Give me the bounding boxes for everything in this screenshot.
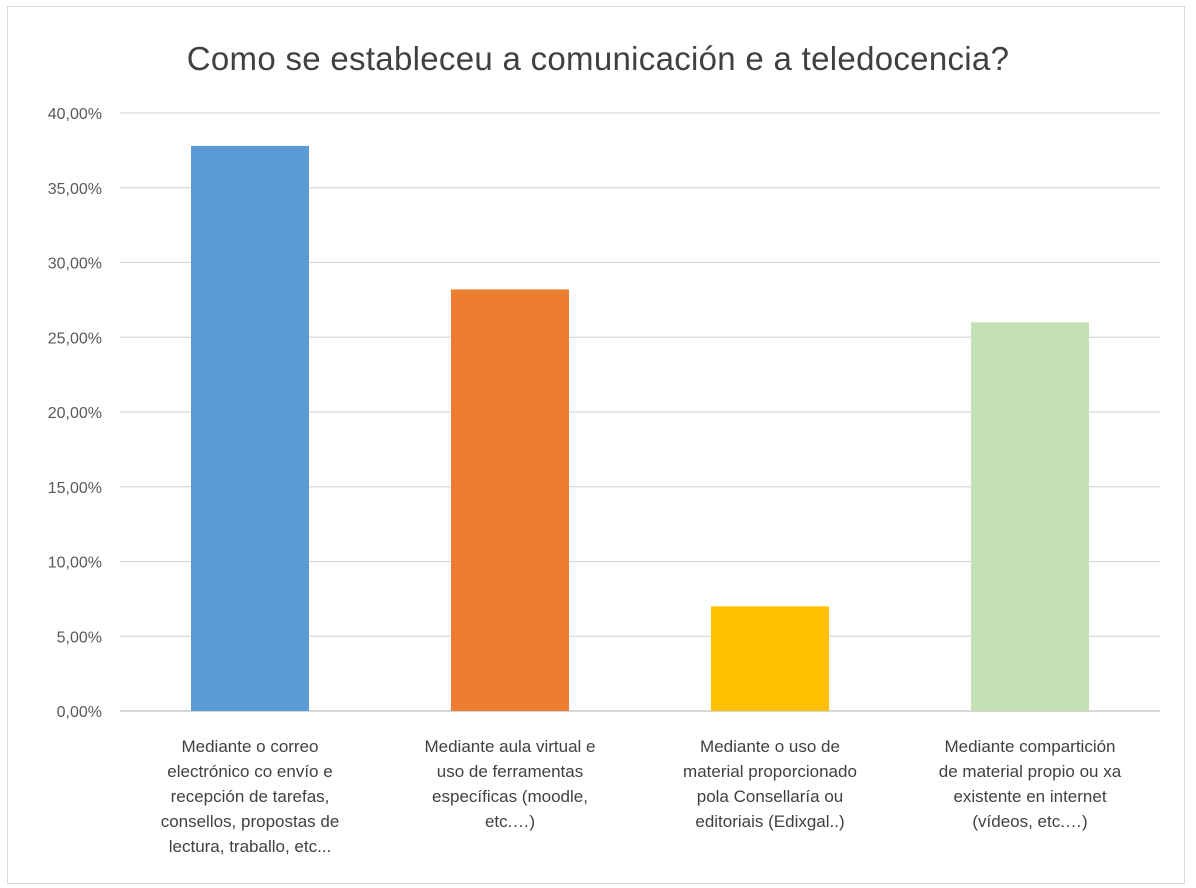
x-tick-label: Mediante o correo electrónico co envío e…: [160, 737, 340, 856]
y-tick-label: 15,00%: [48, 480, 102, 497]
bar-1: [191, 145, 309, 711]
x-tick-label: Mediante o uso de material proporcionado…: [683, 737, 857, 831]
chart-title: Como se estableceu a comunicación e a te…: [186, 40, 1010, 77]
y-tick-label: 40,00%: [48, 106, 102, 123]
y-tick-label: 0,00%: [57, 704, 102, 721]
bar-4: [971, 322, 1089, 711]
bar-2: [451, 289, 569, 711]
y-tick-label: 10,00%: [48, 555, 102, 572]
x-tick-label: Mediante aula virtual e uso de ferrament…: [424, 737, 596, 831]
y-tick-label: 25,00%: [48, 330, 102, 347]
y-tick-label: 20,00%: [48, 405, 102, 422]
bar-3: [711, 606, 829, 711]
y-tick-label: 5,00%: [57, 629, 102, 646]
x-tick-label: Mediante compartición de material propio…: [938, 737, 1122, 831]
y-tick-label: 30,00%: [48, 256, 102, 273]
y-tick-label: 35,00%: [48, 181, 102, 198]
